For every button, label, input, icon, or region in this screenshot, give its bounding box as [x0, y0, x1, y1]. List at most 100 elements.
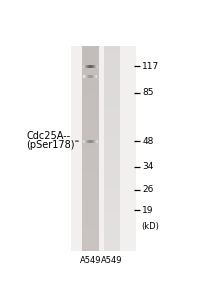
Text: 34: 34	[142, 162, 153, 171]
Bar	[82, 237, 99, 241]
Bar	[82, 53, 99, 57]
Text: (pSer178): (pSer178)	[26, 140, 75, 150]
Bar	[82, 98, 99, 101]
Bar	[82, 200, 99, 203]
Bar	[104, 60, 120, 63]
Bar	[82, 74, 99, 77]
Bar	[104, 220, 120, 224]
Bar	[82, 101, 99, 104]
Bar	[104, 63, 120, 67]
Bar	[82, 217, 99, 220]
Bar	[104, 172, 120, 176]
Bar	[82, 148, 99, 152]
Bar	[82, 196, 99, 200]
Bar	[82, 159, 99, 162]
Bar	[104, 248, 120, 251]
Bar	[82, 138, 99, 142]
Bar	[104, 155, 120, 159]
Bar	[82, 213, 99, 217]
Bar	[82, 118, 99, 122]
Bar	[104, 98, 120, 101]
Bar	[104, 101, 120, 104]
Text: 85: 85	[142, 88, 154, 97]
Bar	[104, 169, 120, 172]
Bar	[82, 241, 99, 244]
Bar	[104, 108, 120, 111]
Bar	[104, 77, 120, 80]
Bar	[82, 84, 99, 87]
Bar	[82, 115, 99, 118]
Bar	[104, 148, 120, 152]
Bar	[104, 50, 120, 53]
Bar	[104, 176, 120, 179]
Bar	[82, 104, 99, 108]
Bar	[104, 118, 120, 122]
Bar	[104, 241, 120, 244]
Text: 26: 26	[142, 185, 153, 194]
Bar	[82, 172, 99, 176]
Bar	[82, 183, 99, 186]
Bar	[82, 230, 99, 234]
Bar	[82, 220, 99, 224]
Bar	[82, 63, 99, 67]
Bar	[82, 227, 99, 230]
Bar	[82, 186, 99, 190]
Bar	[104, 142, 120, 145]
Bar	[104, 128, 120, 132]
Bar	[104, 132, 120, 135]
Bar	[104, 234, 120, 237]
Bar	[104, 74, 120, 77]
Text: A549: A549	[101, 256, 123, 265]
Bar	[104, 57, 120, 60]
Bar	[82, 94, 99, 98]
Bar	[82, 132, 99, 135]
Bar	[104, 186, 120, 190]
Bar	[104, 210, 120, 213]
Bar	[104, 46, 120, 50]
Bar	[82, 179, 99, 183]
Bar	[104, 67, 120, 70]
Bar	[104, 213, 120, 217]
Bar	[82, 122, 99, 125]
Bar	[82, 190, 99, 193]
Text: 48: 48	[142, 136, 153, 146]
Bar	[82, 162, 99, 166]
Bar	[82, 203, 99, 206]
Bar	[82, 234, 99, 237]
Bar	[104, 166, 120, 169]
Bar	[82, 152, 99, 155]
Bar	[104, 206, 120, 210]
Bar	[104, 217, 120, 220]
Bar	[82, 155, 99, 159]
Bar	[104, 115, 120, 118]
Bar	[104, 80, 120, 84]
Bar	[104, 125, 120, 128]
Bar	[104, 203, 120, 206]
Bar	[104, 227, 120, 230]
Bar	[104, 183, 120, 186]
Bar	[82, 193, 99, 196]
Text: 19: 19	[142, 206, 154, 215]
Bar	[82, 46, 99, 50]
Bar	[104, 145, 120, 148]
Bar	[104, 237, 120, 241]
Bar	[82, 145, 99, 148]
Bar	[104, 111, 120, 115]
Bar	[82, 206, 99, 210]
Bar	[82, 50, 99, 53]
Bar	[82, 70, 99, 74]
Bar	[104, 138, 120, 142]
Text: 117: 117	[142, 61, 159, 70]
Text: (kD): (kD)	[141, 222, 159, 231]
Bar	[104, 84, 120, 87]
Bar	[104, 122, 120, 125]
Bar	[82, 87, 99, 91]
Bar	[104, 94, 120, 98]
Bar	[82, 142, 99, 145]
Bar	[104, 159, 120, 162]
Bar	[82, 166, 99, 169]
Bar	[104, 200, 120, 203]
Bar	[82, 224, 99, 227]
Bar	[82, 176, 99, 179]
Bar	[82, 91, 99, 94]
